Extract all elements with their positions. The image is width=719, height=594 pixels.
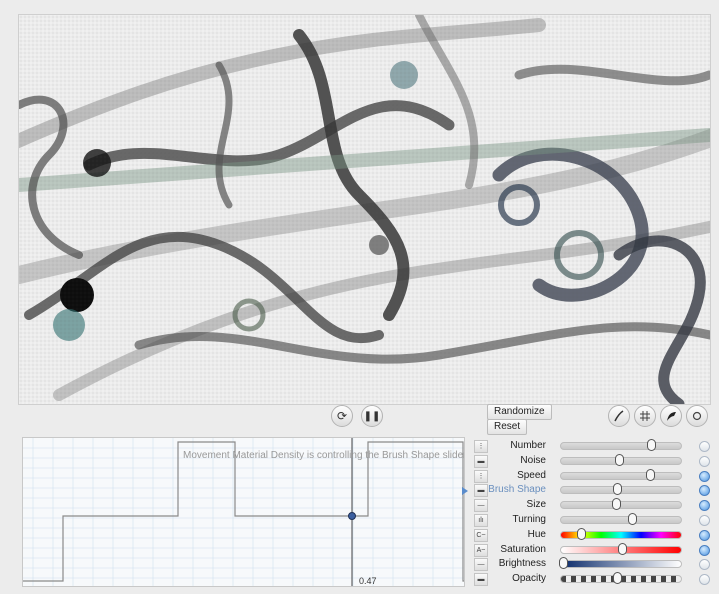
param-row-brightness: — Brightness bbox=[474, 557, 714, 572]
slider-knob[interactable] bbox=[618, 542, 628, 555]
circle-tool-icon bbox=[692, 411, 702, 421]
reset-button[interactable]: Reset bbox=[487, 419, 528, 435]
slider-knob[interactable] bbox=[613, 483, 623, 496]
param-toggle[interactable] bbox=[699, 529, 710, 541]
refresh-button[interactable]: ⟳ bbox=[331, 405, 353, 427]
param-mode-icon[interactable]: ▬ bbox=[474, 484, 488, 498]
graph-value: 0.47 bbox=[359, 576, 377, 586]
slider-knob[interactable] bbox=[645, 468, 655, 481]
graph-message: Movement Material Density is controlling… bbox=[183, 450, 465, 461]
parameter-panel: ⋮ Number ▬ Noise ⋮ Speed ▬ Brush Shape — Size ılı T… bbox=[474, 437, 714, 592]
param-label: Turning bbox=[512, 514, 546, 525]
param-label: Noise bbox=[520, 454, 546, 466]
slider-knob[interactable] bbox=[614, 453, 624, 466]
slider-knob[interactable] bbox=[559, 557, 569, 570]
param-mode-icon[interactable]: — bbox=[474, 558, 488, 572]
slider-knob[interactable] bbox=[613, 572, 623, 585]
param-row-hue: C~ Hue bbox=[474, 527, 714, 543]
randomize-button[interactable]: Randomize bbox=[487, 404, 552, 420]
param-mode-icon[interactable]: ılı bbox=[474, 514, 488, 527]
param-mode-icon[interactable]: C~ bbox=[474, 528, 488, 542]
param-slider[interactable] bbox=[560, 513, 682, 525]
param-slider[interactable] bbox=[560, 468, 682, 481]
param-toggle[interactable] bbox=[699, 515, 710, 526]
param-row-speed: ⋮ Speed bbox=[474, 468, 714, 484]
param-slider[interactable] bbox=[560, 572, 682, 585]
graph-curve bbox=[23, 441, 464, 582]
param-slider[interactable] bbox=[560, 498, 682, 511]
curve-tool-button[interactable] bbox=[660, 405, 682, 427]
artwork-canvas[interactable] bbox=[18, 14, 711, 405]
param-mode-icon[interactable]: A~ bbox=[474, 543, 488, 557]
circle-tool-button[interactable] bbox=[686, 405, 708, 427]
grid-tool-icon bbox=[640, 411, 650, 421]
param-toggle[interactable] bbox=[699, 455, 710, 467]
param-toggle[interactable] bbox=[699, 574, 710, 586]
playhead-point bbox=[348, 512, 356, 520]
param-toggle[interactable] bbox=[699, 544, 710, 556]
param-row-opacity: ▬ Opacity bbox=[474, 572, 714, 587]
pause-icon: ❚❚ bbox=[363, 410, 381, 422]
param-slider[interactable] bbox=[560, 542, 682, 555]
param-slider[interactable] bbox=[560, 453, 682, 466]
param-label: Opacity bbox=[512, 573, 546, 585]
param-mode-icon[interactable]: ⋮ bbox=[474, 469, 488, 483]
artwork-drawing bbox=[19, 15, 710, 404]
param-label: Speed bbox=[517, 469, 546, 481]
param-row-noise: ▬ Noise bbox=[474, 453, 714, 469]
slider-knob[interactable] bbox=[577, 527, 587, 540]
param-toggle[interactable] bbox=[699, 559, 710, 571]
param-row-size: — Size bbox=[474, 498, 714, 513]
param-slider[interactable] bbox=[559, 557, 682, 570]
param-row-number: ⋮ Number bbox=[474, 439, 714, 454]
grid-tool-button[interactable] bbox=[634, 405, 656, 427]
param-label: Saturation bbox=[500, 543, 546, 555]
slider-knob[interactable] bbox=[627, 513, 637, 525]
param-mode-icon[interactable]: — bbox=[474, 499, 488, 513]
param-toggle[interactable] bbox=[699, 470, 710, 482]
param-mode-icon[interactable]: ⋮ bbox=[474, 440, 488, 453]
brush-tool-button[interactable] bbox=[608, 405, 630, 427]
param-slider[interactable] bbox=[560, 439, 682, 451]
param-row-brush-shape: ▬ Brush Shape bbox=[474, 483, 714, 498]
param-toggle[interactable] bbox=[699, 441, 710, 452]
param-label: Brush Shape bbox=[488, 484, 546, 496]
param-toggle[interactable] bbox=[699, 485, 710, 497]
param-slider[interactable] bbox=[560, 483, 682, 496]
refresh-icon: ⟳ bbox=[336, 409, 348, 423]
graph-plot bbox=[23, 438, 464, 586]
automation-graph[interactable]: Movement Material Density is controlling… bbox=[22, 437, 465, 587]
param-slider[interactable] bbox=[560, 527, 682, 540]
param-toggle[interactable] bbox=[699, 500, 710, 512]
pause-button[interactable]: ❚❚ bbox=[361, 405, 383, 427]
active-param-arrow-icon bbox=[462, 487, 468, 495]
param-mode-icon[interactable]: ▬ bbox=[474, 573, 488, 587]
param-row-saturation: A~ Saturation bbox=[474, 542, 714, 558]
param-label: Brightness bbox=[498, 558, 546, 570]
param-label: Hue bbox=[527, 528, 546, 540]
param-mode-icon[interactable]: ▬ bbox=[474, 454, 488, 468]
param-row-turning: ılı Turning bbox=[474, 513, 714, 528]
brush-tool-icon bbox=[614, 410, 624, 422]
slider-knob[interactable] bbox=[612, 498, 622, 511]
curve-tool-icon bbox=[667, 412, 676, 421]
param-label: Size bbox=[526, 499, 546, 511]
param-label: Number bbox=[510, 440, 546, 451]
slider-knob[interactable] bbox=[647, 439, 656, 451]
